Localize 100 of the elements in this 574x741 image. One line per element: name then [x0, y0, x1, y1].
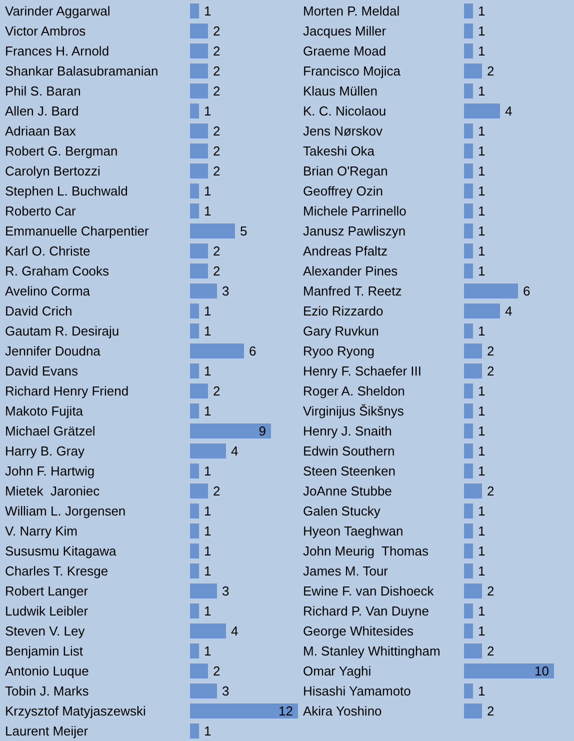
bar	[464, 684, 473, 698]
y-tick-label: Andreas Pfaltz	[303, 244, 388, 258]
y-tick-label: Laurent Meijer	[5, 724, 89, 738]
y-tick-label: David Evans	[5, 364, 78, 378]
data-label: 1	[478, 264, 486, 278]
bar	[190, 644, 199, 658]
y-tick-label: Makoto Fujita	[5, 404, 84, 418]
data-label: 1	[204, 504, 212, 518]
data-label: 1	[204, 564, 212, 578]
data-label: 2	[487, 364, 494, 378]
data-label: 1	[204, 184, 212, 198]
y-tick-label: Karl O. Christe	[5, 244, 90, 258]
y-tick-label: V. Narry Kim	[5, 524, 78, 538]
data-label: 9	[258, 424, 266, 438]
data-label: 2	[213, 24, 220, 38]
y-tick-label: Gautam R. Desiraju	[5, 324, 120, 338]
bar	[464, 224, 473, 238]
bar	[190, 484, 208, 498]
data-label: 12	[278, 704, 293, 718]
data-label: 1	[478, 404, 486, 418]
y-tick-label: Antonio Luque	[5, 664, 89, 678]
bar	[190, 624, 226, 638]
data-label: 1	[478, 544, 486, 558]
data-label: 6	[523, 284, 530, 298]
data-label: 2	[213, 64, 220, 78]
y-tick-label: Carolyn Bertozzi	[5, 164, 100, 178]
bar	[464, 524, 473, 538]
bar	[190, 364, 199, 378]
bar	[190, 524, 199, 538]
data-label: 1	[204, 304, 212, 318]
y-tick-label: John Meurig Thomas	[303, 544, 429, 558]
data-label: 1	[478, 324, 486, 338]
data-label: 1	[478, 504, 486, 518]
bar	[190, 344, 244, 358]
data-label: 2	[213, 264, 220, 278]
y-tick-label: Tobin J. Marks	[5, 684, 90, 698]
bar	[464, 104, 500, 118]
y-tick-label: Ryoo Ryong	[303, 344, 375, 358]
data-label: 2	[487, 64, 494, 78]
bar	[190, 64, 208, 78]
bar	[464, 304, 500, 318]
bar	[464, 24, 473, 38]
y-tick-label: Hyeon Taeghwan	[303, 524, 404, 538]
y-tick-label: Mietek Jaroniec	[5, 484, 100, 498]
bar	[464, 464, 473, 478]
y-tick-label: Krzysztof Matyjaszewski	[5, 704, 146, 718]
data-label: 2	[213, 124, 220, 138]
bar	[464, 204, 473, 218]
data-label: 1	[478, 684, 486, 698]
data-label: 2	[213, 664, 220, 678]
bar	[190, 164, 208, 178]
bar	[464, 124, 473, 138]
data-label: 1	[478, 524, 486, 538]
y-tick-label: Ewine F. van Dishoeck	[303, 584, 434, 598]
y-tick-label: Robert Langer	[5, 584, 89, 598]
bar	[464, 584, 482, 598]
bar	[464, 264, 473, 278]
data-label: 1	[478, 84, 486, 98]
y-tick-label: Gary Ruvkun	[303, 324, 379, 338]
y-tick-label: Allen J. Bard	[5, 104, 79, 118]
data-label: 4	[505, 104, 512, 118]
bar	[464, 244, 473, 258]
bar	[190, 504, 199, 518]
y-tick-label: Charles T. Kresge	[5, 564, 108, 578]
y-tick-label: JoAnne Stubbe	[303, 484, 392, 498]
y-tick-label: Akira Yoshino	[303, 704, 382, 718]
y-tick-label: Geoffrey Ozin	[303, 184, 383, 198]
data-label: 1	[478, 4, 486, 18]
data-label: 6	[249, 344, 256, 358]
bar	[190, 224, 235, 238]
data-label: 1	[204, 324, 212, 338]
bar	[464, 164, 473, 178]
bar	[464, 664, 554, 678]
y-tick-label: Hisashi Yamamoto	[303, 684, 411, 698]
y-tick-label: Henry J. Snaith	[303, 424, 392, 438]
y-tick-label: Harry B. Gray	[5, 444, 85, 458]
data-label: 2	[213, 384, 220, 398]
y-tick-label: Jennifer Doudna	[5, 344, 102, 358]
bar	[464, 444, 473, 458]
y-tick-label: Robert G. Bergman	[5, 144, 118, 158]
data-label: 4	[231, 444, 238, 458]
data-label: 1	[204, 724, 212, 738]
y-tick-label: Roberto Car	[5, 204, 76, 218]
bar	[464, 144, 473, 158]
bar	[464, 184, 473, 198]
data-label: 1	[478, 24, 486, 38]
bar	[190, 704, 298, 718]
data-label: 5	[240, 224, 248, 238]
y-tick-label: Virginijus Šikšnys	[303, 404, 404, 418]
y-tick-label: Victor Ambros	[5, 24, 86, 38]
bar	[464, 484, 482, 498]
y-tick-label: R. Graham Cooks	[5, 264, 110, 278]
y-tick-label: Alexander Pines	[303, 264, 398, 278]
y-tick-label: Varinder Aggarwal	[5, 4, 110, 18]
data-label: 1	[478, 44, 486, 58]
bar	[190, 544, 199, 558]
y-tick-label: Richard P. Van Duyne	[303, 604, 429, 618]
y-tick-label: Jacques Miller	[303, 24, 387, 38]
bar	[190, 4, 199, 18]
data-label: 2	[487, 584, 494, 598]
